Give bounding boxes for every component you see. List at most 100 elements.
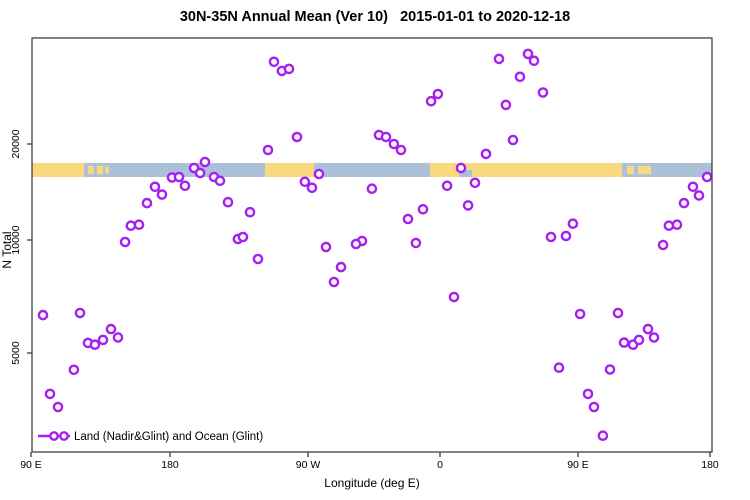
data-point <box>693 190 705 201</box>
land-segment <box>430 162 622 177</box>
data-point <box>425 95 437 107</box>
data-point <box>194 167 206 179</box>
data-point <box>701 171 713 183</box>
data-point <box>462 200 474 211</box>
data-point <box>156 189 168 200</box>
data-point <box>553 362 565 374</box>
data-point <box>320 241 332 253</box>
y-tick-label: 20000 <box>10 129 22 158</box>
data-point <box>671 219 683 230</box>
data-point <box>335 261 347 273</box>
data-point <box>448 291 460 303</box>
data-point <box>648 332 660 343</box>
data-points <box>37 48 713 442</box>
data-point <box>574 308 586 320</box>
data-point <box>514 71 526 83</box>
data-point <box>173 171 185 183</box>
land-segment <box>105 166 109 174</box>
data-point <box>262 144 274 156</box>
data-point <box>222 196 234 208</box>
data-point <box>663 220 675 231</box>
x-tick-label: 180 <box>161 459 179 471</box>
data-point <box>199 156 211 168</box>
data-point <box>283 63 295 75</box>
chart-title: 30N-35N Annual Mean (Ver 10) 2015-01-01 … <box>179 9 571 25</box>
legend-point-marker <box>49 431 59 441</box>
data-point <box>214 175 226 187</box>
data-point <box>52 401 64 413</box>
land-segment <box>637 165 652 175</box>
data-point <box>582 388 594 400</box>
ocean-notch <box>459 169 473 177</box>
land-segment <box>626 165 635 175</box>
y-axis-label: N Total <box>0 231 14 268</box>
land-segment <box>96 165 103 175</box>
data-point <box>417 203 429 215</box>
data-point <box>97 334 109 346</box>
data-point <box>149 181 161 193</box>
data-point <box>119 236 131 248</box>
legend-point-marker <box>59 431 69 441</box>
data-point <box>678 197 690 209</box>
data-point <box>633 334 645 346</box>
data-point <box>366 183 378 194</box>
data-point <box>313 168 325 180</box>
data-point <box>522 48 534 60</box>
data-point <box>441 180 453 192</box>
data-point <box>493 53 505 65</box>
data-point <box>588 401 600 413</box>
data-point <box>179 180 191 192</box>
data-point <box>141 197 153 209</box>
data-point <box>350 238 362 250</box>
land-segment <box>31 162 84 177</box>
data-point <box>133 219 145 230</box>
data-point <box>244 206 256 218</box>
land-segment <box>87 165 94 175</box>
map-band <box>31 162 712 177</box>
plot-box <box>31 37 713 453</box>
data-point <box>328 276 340 288</box>
data-point <box>44 388 56 400</box>
x-axis-label: Longitude (deg E) <box>324 476 419 490</box>
data-point <box>74 307 86 319</box>
data-point <box>252 253 264 265</box>
y-tick-label: 10000 <box>10 225 22 254</box>
x-tick-label: 90 W <box>296 459 321 471</box>
x-tick-label: 90 E <box>567 459 589 471</box>
land-segment <box>264 162 315 177</box>
data-point <box>507 134 519 146</box>
data-point <box>642 323 654 335</box>
legend: Land (Nadir&Glint) and Ocean (Glint) <box>38 431 263 443</box>
data-point <box>657 239 669 251</box>
data-point <box>567 218 579 229</box>
data-point <box>306 182 318 194</box>
data-point <box>545 231 557 243</box>
data-point <box>537 87 549 98</box>
data-point <box>687 181 699 193</box>
data-point <box>432 88 444 100</box>
axes: 90 E 180 90 W 0 90 E 180 5000 10000 20000 <box>10 37 719 471</box>
data-point <box>597 430 609 442</box>
data-point <box>455 162 467 174</box>
data-point <box>612 307 624 319</box>
data-point <box>268 56 280 68</box>
data-point <box>125 220 137 231</box>
data-point <box>402 213 414 225</box>
data-point <box>480 148 492 160</box>
x-tick-label: 180 <box>701 459 719 471</box>
data-point <box>68 364 80 376</box>
data-point <box>528 55 540 67</box>
data-point <box>388 138 400 150</box>
data-point <box>291 131 303 143</box>
data-point <box>469 177 481 189</box>
data-point <box>380 131 392 143</box>
data-point <box>112 332 124 343</box>
x-tick-label: 0 <box>437 459 443 471</box>
y-tick-label: 5000 <box>10 341 22 365</box>
data-point <box>604 364 616 375</box>
x-tick-label: 90 E <box>20 459 42 471</box>
data-point <box>560 230 572 242</box>
data-point <box>618 337 630 348</box>
data-point <box>500 99 512 111</box>
